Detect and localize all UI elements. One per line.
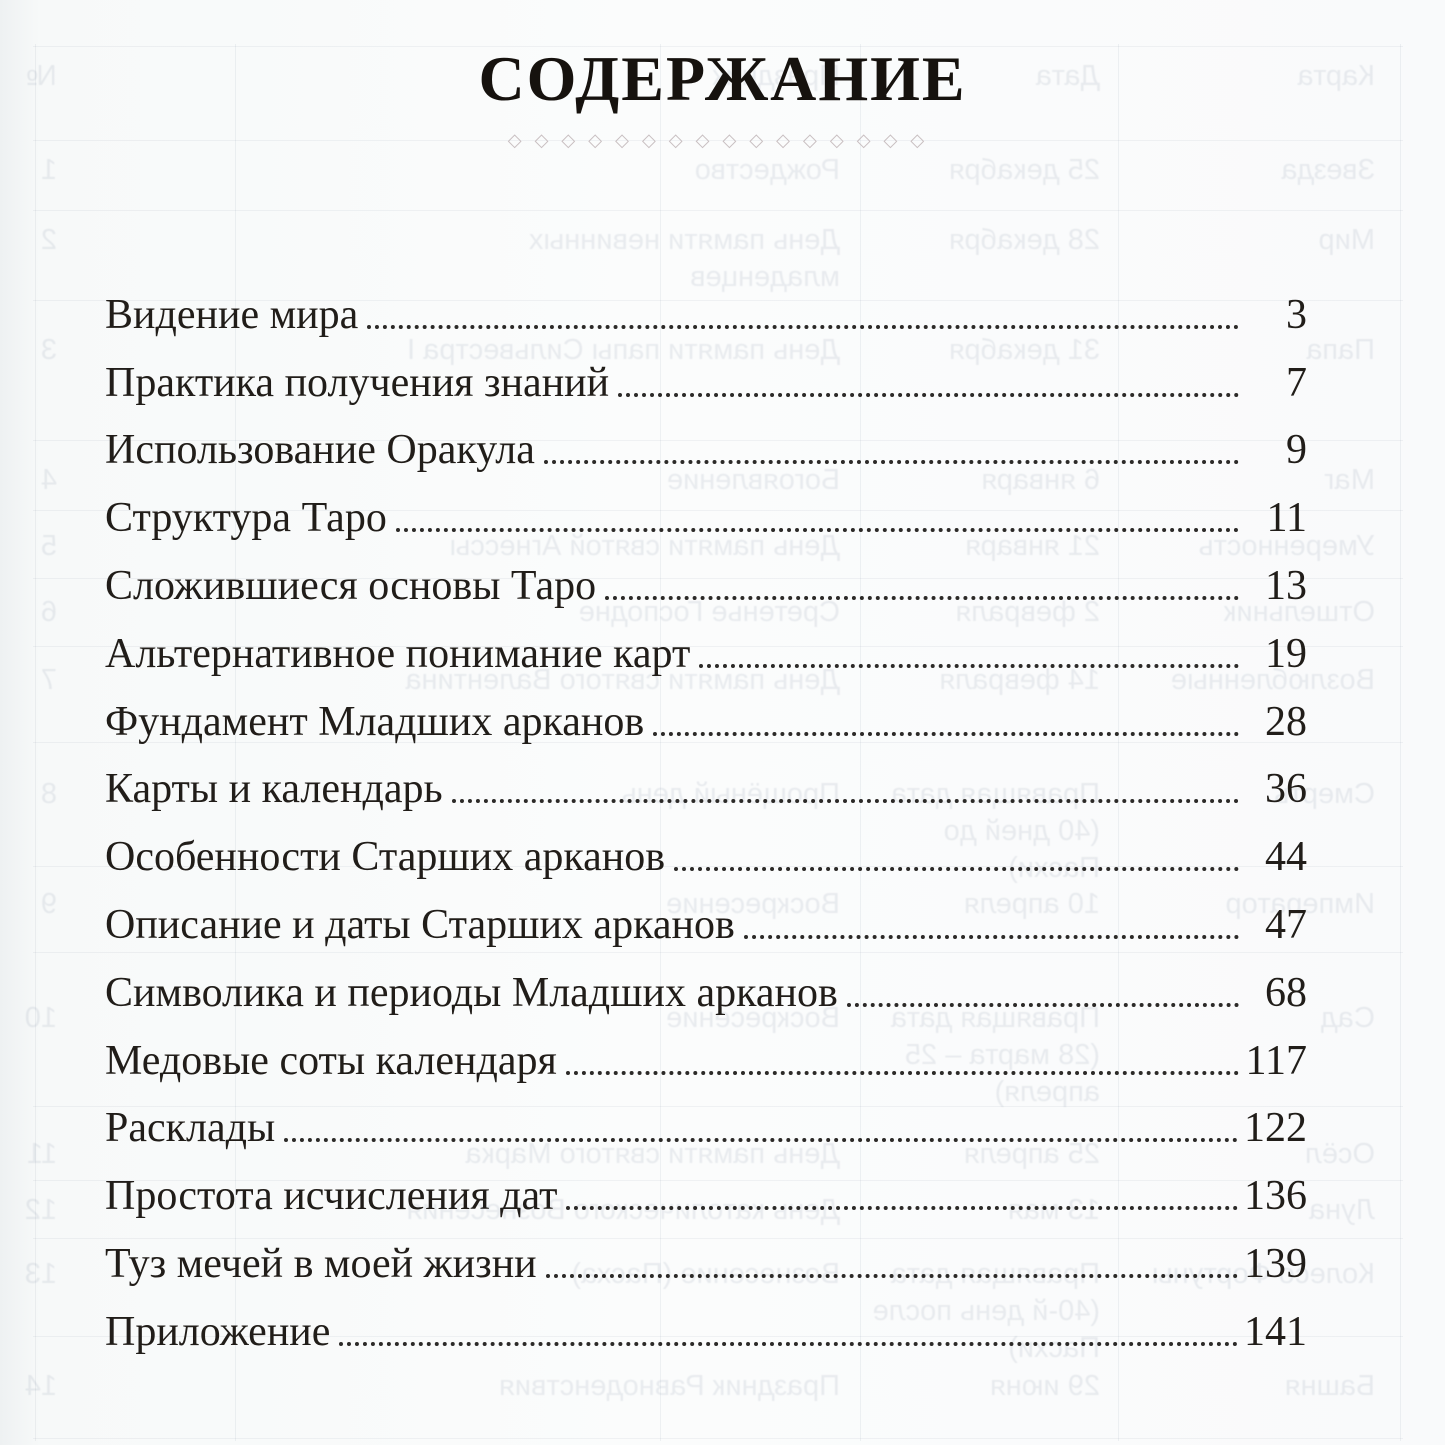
ghost-date-cell: 25 декабря bbox=[949, 154, 1100, 186]
toc-leader-dots bbox=[545, 1273, 1238, 1278]
ghost-number-cell: 6 bbox=[40, 596, 57, 628]
toc-entry-label: Сложившиеся основы Таро bbox=[105, 562, 597, 609]
toc-entry: Медовые соты календаря 117 bbox=[105, 1014, 1307, 1082]
toc-leader-dots bbox=[565, 1070, 1239, 1075]
toc-entry: Использование Оракула 9 bbox=[105, 404, 1307, 474]
toc-leader-dots bbox=[605, 595, 1239, 600]
toc-entry-label: Практика получения знаний bbox=[105, 359, 610, 406]
toc-entry-label: Туз мечей в моей жизни bbox=[105, 1240, 537, 1287]
toc-entry-page: 136 bbox=[1244, 1173, 1307, 1220]
toc-entry-label: Видение мира bbox=[105, 291, 359, 338]
ghost-card-cell: Башня bbox=[1284, 1370, 1375, 1402]
ghost-number-cell: 3 bbox=[40, 334, 57, 366]
ghost-number-cell: 8 bbox=[40, 778, 57, 810]
toc-entry-page: 36 bbox=[1265, 766, 1307, 813]
toc-leader-dots bbox=[846, 1002, 1239, 1007]
toc-entry: Простота исчисления дат 136 bbox=[105, 1149, 1307, 1217]
toc-leader-dots bbox=[743, 934, 1239, 939]
ghost-number-cell: 12 bbox=[24, 1194, 57, 1226]
toc-leader-dots bbox=[618, 392, 1239, 397]
toc-entry-page: 139 bbox=[1244, 1240, 1307, 1287]
toc-entry-label: Символика и периоды Младших арканов bbox=[105, 969, 838, 1016]
toc-entry-page: 44 bbox=[1265, 834, 1307, 881]
toc-leader-dots bbox=[699, 663, 1239, 668]
toc-leader-dots bbox=[543, 460, 1239, 465]
toc-entry: Особенности Старших арканов 44 bbox=[105, 810, 1307, 878]
toc-entry: Альтернативное понимание карт 19 bbox=[105, 607, 1307, 675]
ghost-grid-line-vertical bbox=[35, 44, 36, 1441]
toc-entry: Карты и календарь 36 bbox=[105, 743, 1307, 813]
ghost-card-cell: Мир bbox=[1318, 224, 1376, 256]
toc-entry-page: 28 bbox=[1265, 698, 1307, 745]
ghost-date-cell: 28 декабря bbox=[949, 224, 1100, 256]
toc-entry-page: 7 bbox=[1286, 359, 1307, 406]
toc-entry-label: Альтернативное понимание карт bbox=[105, 630, 691, 677]
toc-entry-page: 19 bbox=[1265, 630, 1307, 677]
toc-leader-dots bbox=[451, 799, 1239, 804]
toc-entry: Фундамент Младших арканов 28 bbox=[105, 675, 1307, 743]
toc-entry: Туз мечей в моей жизни 139 bbox=[105, 1217, 1307, 1285]
toc-entry: Приложение 141 bbox=[105, 1285, 1307, 1353]
toc-entry-label: Особенности Старших арканов bbox=[105, 834, 666, 881]
toc-entry: Видение мира 3 bbox=[105, 268, 1307, 336]
toc-entry-page: 3 bbox=[1286, 291, 1307, 338]
toc-entry-label: Карты и календарь bbox=[105, 766, 443, 813]
ghost-grid-line-horizontal bbox=[33, 1438, 1403, 1439]
ghost-grid-line-vertical bbox=[1400, 44, 1401, 1441]
ghost-number-cell: 11 bbox=[26, 1138, 57, 1170]
ghost-number-cell: 2 bbox=[40, 224, 57, 256]
toc-leader-dots bbox=[674, 867, 1239, 872]
ghost-number-cell: 13 bbox=[24, 1258, 57, 1290]
ghost-number-cell: 10 bbox=[24, 1002, 57, 1034]
toc-entry-label: Структура Таро bbox=[105, 495, 387, 542]
ghost-number-cell: 7 bbox=[40, 664, 57, 696]
table-of-contents: Видение мира 3 Практика получения знаний… bbox=[105, 268, 1307, 1353]
diamond-ornament: ◇◇◇◇◇◇◇◇◇◇◇◇◇◇◇◇ bbox=[507, 130, 938, 150]
toc-entry: Описание и даты Старших арканов 47 bbox=[105, 878, 1307, 946]
toc-entry-label: Описание и даты Старших арканов bbox=[105, 901, 735, 948]
ghost-grid-line-horizontal bbox=[33, 210, 1403, 211]
toc-entry: Структура Таро 11 bbox=[105, 471, 1307, 539]
ghost-number-cell: 5 bbox=[40, 530, 57, 562]
toc-entry-page: 141 bbox=[1244, 1308, 1307, 1355]
ghost-number-cell: 4 bbox=[40, 464, 57, 496]
toc-entry: Практика получения знаний 7 bbox=[105, 336, 1307, 404]
toc-entry-page: 9 bbox=[1286, 427, 1307, 474]
ghost-number-cell: 14 bbox=[24, 1370, 57, 1402]
toc-entry-label: Приложение bbox=[105, 1308, 331, 1355]
toc-entry-page: 122 bbox=[1244, 1105, 1307, 1152]
page-title: СОДЕРЖАНИЕ bbox=[478, 43, 967, 114]
toc-entry-label: Медовые соты календаря bbox=[105, 1037, 557, 1084]
ghost-number-cell: 9 bbox=[40, 888, 57, 920]
toc-leader-dots bbox=[395, 528, 1239, 533]
toc-entry-label: Расклады bbox=[105, 1105, 276, 1152]
toc-entry-page: 47 bbox=[1265, 901, 1307, 948]
toc-entry-page: 13 bbox=[1265, 562, 1307, 609]
ghost-holiday-cell: Рождество bbox=[694, 154, 840, 186]
toc-leader-dots bbox=[367, 324, 1239, 329]
toc-entry-label: Использование Оракула bbox=[105, 427, 535, 474]
toc-entry: Символика и периоды Младших арканов 68 bbox=[105, 946, 1307, 1014]
toc-entry-label: Фундамент Младших арканов bbox=[105, 698, 645, 745]
ghost-holiday-cell: Праздник Равноденствия bbox=[499, 1370, 840, 1402]
ghost-date-cell: 29 июня bbox=[990, 1370, 1100, 1402]
toc-entry: Сложившиеся основы Таро 13 bbox=[105, 539, 1307, 607]
ghost-number-cell: 1 bbox=[40, 154, 57, 186]
toc-entry-page: 117 bbox=[1245, 1037, 1307, 1084]
toc-entry-page: 11 bbox=[1266, 495, 1307, 542]
toc-entry: Расклады 122 bbox=[105, 1082, 1307, 1152]
ghost-card-cell: Звезда bbox=[1281, 154, 1375, 186]
toc-leader-dots bbox=[653, 731, 1239, 736]
toc-leader-dots bbox=[284, 1138, 1238, 1143]
toc-leader-dots bbox=[339, 1341, 1238, 1346]
toc-leader-dots bbox=[566, 1206, 1238, 1211]
toc-entry-label: Простота исчисления дат bbox=[105, 1173, 558, 1220]
toc-entry-page: 68 bbox=[1265, 969, 1307, 1016]
